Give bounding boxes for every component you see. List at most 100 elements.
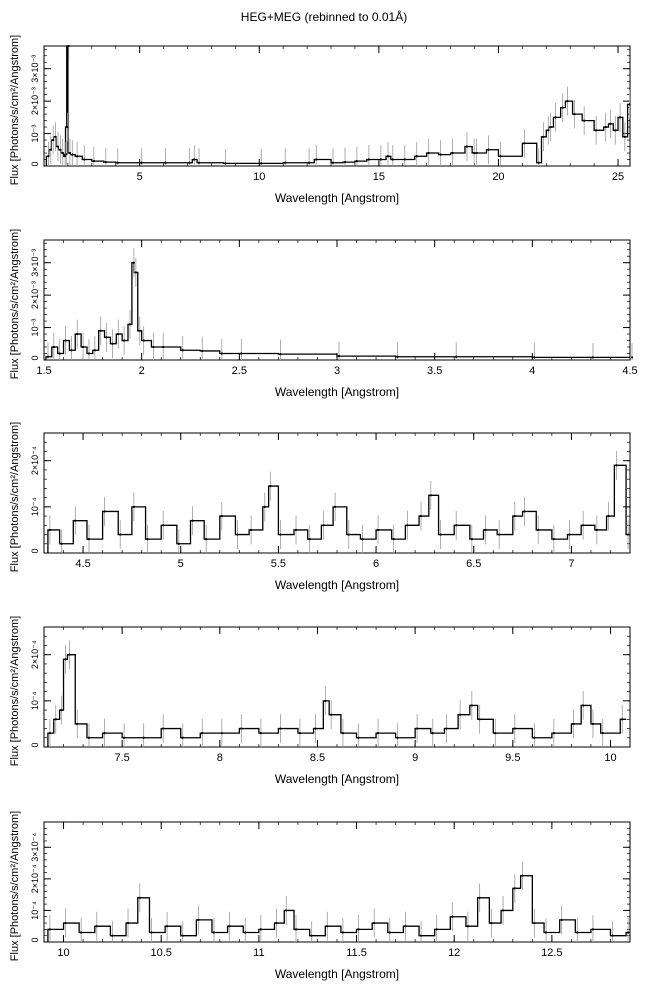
data-point xyxy=(87,352,91,355)
x-tick-label: 12.5 xyxy=(541,947,562,959)
data-point xyxy=(193,158,196,161)
data-point xyxy=(396,355,399,358)
data-point xyxy=(279,727,282,730)
data-point xyxy=(87,736,91,739)
panel-1: 5 10 15 20 25 10⁻³ 2×10⁻³ 3×10⁻³ 0 Wavelength [An… xyxy=(9,35,631,205)
data-point xyxy=(490,921,493,925)
x-axis-label: Wavelength [Angstrom] xyxy=(275,772,399,786)
data-point xyxy=(95,925,98,928)
data-point xyxy=(357,736,360,739)
data-point xyxy=(220,514,223,518)
data-point xyxy=(132,261,135,264)
x-tick-label: 3.5 xyxy=(427,365,442,377)
data-point xyxy=(499,155,502,158)
data-point xyxy=(628,103,631,106)
data-point xyxy=(533,356,536,359)
data-point xyxy=(46,355,50,358)
x-tick-label: 8.5 xyxy=(310,752,325,764)
data-point xyxy=(465,145,469,148)
x-tick-label: 12 xyxy=(448,947,460,959)
data-point xyxy=(431,732,434,735)
data-point xyxy=(220,352,223,355)
data-point xyxy=(576,931,579,934)
data-point xyxy=(224,162,227,165)
data-point xyxy=(573,113,576,116)
data-point xyxy=(105,336,108,339)
data-point xyxy=(392,538,395,541)
data-point xyxy=(126,921,130,925)
data-point xyxy=(630,356,634,359)
x-tick-label: 10 xyxy=(253,171,265,183)
data-point xyxy=(197,918,200,921)
data-point xyxy=(123,736,126,739)
data-point xyxy=(357,928,360,931)
data-point xyxy=(138,329,141,332)
data-point xyxy=(451,915,454,918)
data-point xyxy=(415,155,418,158)
data-point xyxy=(70,349,73,352)
data-point xyxy=(146,538,149,541)
x-tick-label: 5.5 xyxy=(271,558,286,570)
data-point xyxy=(591,356,595,359)
data-point xyxy=(181,349,184,352)
data-point xyxy=(523,510,526,513)
x-axis-label: Wavelength [Angstrom] xyxy=(275,385,399,399)
data-point xyxy=(244,931,247,934)
data-point xyxy=(498,533,501,536)
data-point xyxy=(285,909,288,912)
data-point xyxy=(128,323,132,326)
data-point xyxy=(64,658,67,661)
data-point xyxy=(310,934,313,937)
data-point xyxy=(470,538,473,541)
x-tick-label: 3 xyxy=(334,365,340,377)
data-point xyxy=(601,732,604,735)
data-point xyxy=(379,158,382,161)
data-point xyxy=(544,931,548,934)
data-point xyxy=(150,931,153,934)
data-point xyxy=(181,934,184,937)
data-point xyxy=(201,349,204,353)
x-tick-label: 25 xyxy=(612,171,624,183)
data-point xyxy=(298,732,302,735)
data-point xyxy=(104,161,107,164)
y-tick-label: 10⁻⁴ xyxy=(30,497,40,516)
data-point xyxy=(552,538,555,541)
data-point xyxy=(386,155,390,158)
data-point xyxy=(138,896,141,899)
y-axis-label: Flux [Photons/s/cm²/Angstrom] xyxy=(9,616,21,766)
data-point xyxy=(54,135,57,138)
data-point xyxy=(355,160,359,163)
data-point xyxy=(621,718,624,721)
x-tick-label: 7.5 xyxy=(114,752,129,764)
data-point xyxy=(611,934,614,937)
data-point xyxy=(263,505,266,508)
data-point xyxy=(626,931,630,934)
data-point xyxy=(76,332,79,336)
data-point xyxy=(75,155,79,158)
data-point xyxy=(260,162,263,165)
data-point xyxy=(388,931,391,934)
data-point xyxy=(501,909,505,912)
data-point xyxy=(614,129,617,132)
y-tick-label: 2×10⁻⁴ xyxy=(30,446,40,475)
data-point xyxy=(523,142,526,145)
x-tick-label: 10 xyxy=(604,752,616,764)
data-point xyxy=(60,542,63,545)
data-point xyxy=(82,345,85,349)
spectrum-line xyxy=(47,654,627,747)
data-point xyxy=(591,722,595,726)
x-tick-label: 10 xyxy=(57,947,69,959)
data-point xyxy=(391,158,394,161)
data-point xyxy=(212,931,216,934)
data-point xyxy=(132,505,135,508)
data-point xyxy=(455,524,458,527)
y-tick-label: 3×10⁻⁴ xyxy=(30,833,40,862)
data-point xyxy=(618,116,622,119)
data-point xyxy=(228,925,231,928)
x-tick-label: 9 xyxy=(412,752,418,764)
x-tick-label: 4 xyxy=(529,365,535,377)
x-axis-label: Wavelength [Angstrom] xyxy=(275,578,399,592)
data-point xyxy=(119,533,122,536)
y-tick-label: 2×10⁻³ xyxy=(30,281,40,309)
